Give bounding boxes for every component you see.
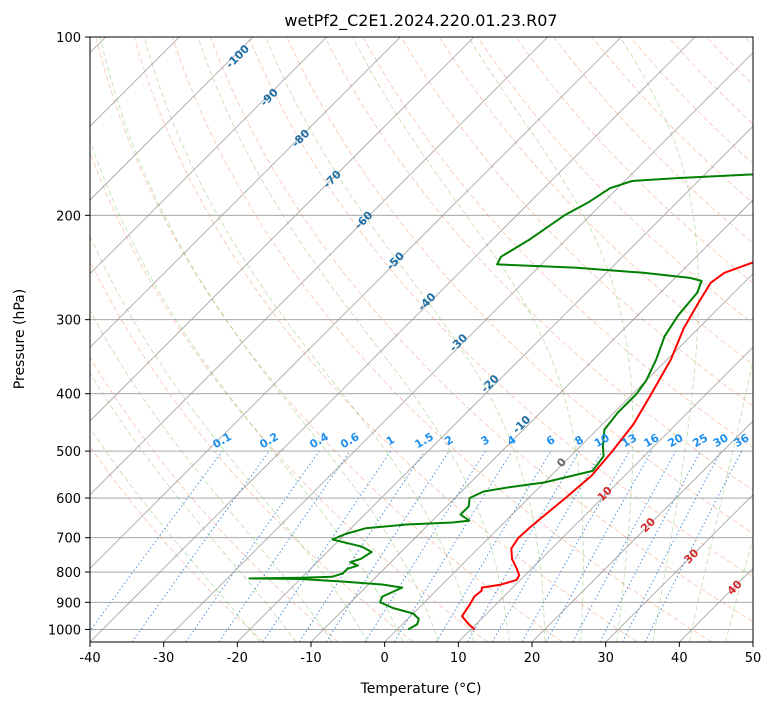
dry-adiabat: [400, 37, 753, 407]
dry-adiabat: [171, 37, 712, 642]
isotherm: [163, 52, 753, 642]
moist-adiabat: [90, 372, 297, 642]
mixing-ratio-line: [90, 450, 223, 632]
dry-adiabat: [515, 37, 753, 284]
isotherm: [90, 37, 475, 422]
dry-adiabat: [90, 150, 488, 642]
x-tick-label: -30: [153, 651, 174, 666]
y-axis-ticks: 100 200 300 400 500 600 700 800 900 1000: [48, 31, 90, 638]
moist-adiabat: [99, 37, 439, 642]
y-tick-label: 800: [56, 566, 81, 581]
x-tick-label: 50: [745, 651, 762, 666]
isotherm: [531, 420, 753, 642]
plot-frame: [89, 36, 754, 643]
moist-adiabat: [197, 37, 510, 642]
y-tick-label: 600: [56, 492, 81, 507]
mixing-ratio-line: [545, 450, 653, 642]
mixing-ratio-line: [644, 450, 743, 642]
x-axis-ticks: -40 -30 -20 -10 0 10 20 30 40 50: [79, 642, 761, 666]
isotherm: [384, 273, 753, 642]
mixing-ratio-line: [218, 450, 351, 642]
isotherm: [90, 37, 622, 569]
mixing-ratio-line: [325, 450, 450, 642]
isotherm: [90, 37, 548, 496]
moist-adiabat: [265, 37, 546, 642]
isotherm: [90, 37, 254, 201]
isotherm: [310, 199, 753, 642]
dry-adiabat: [90, 445, 264, 642]
y-tick-label: 300: [56, 314, 81, 329]
dry-adiabat: [133, 37, 638, 642]
isotherm: [458, 346, 753, 642]
isotherm: [90, 37, 696, 642]
dewpoint-line: [248, 173, 753, 631]
mixing-ratio-line: [131, 450, 270, 642]
mixing-ratio-line: [262, 450, 392, 642]
moist-adiabat: [688, 358, 753, 642]
x-tick-label: 40: [671, 651, 688, 666]
x-tick-label: 10: [450, 651, 467, 666]
moist-adiabat: [90, 235, 369, 642]
x-tick-label: 20: [524, 651, 541, 666]
dry-adiabat: [439, 37, 753, 365]
x-tick-label: 30: [597, 651, 614, 666]
x-tick-label: -20: [227, 651, 248, 666]
isotherm: [605, 494, 753, 642]
mixing-ratio-line: [521, 450, 630, 642]
temperature-line: [461, 261, 753, 631]
moist-adiabat: [90, 427, 261, 642]
mixing-ratio-line: [298, 450, 425, 642]
chart-title: wetPf2_C2E1.2024.220.01.23.R07: [284, 11, 557, 31]
y-tick-label: 400: [56, 388, 81, 403]
moist-adiabat: [725, 536, 753, 642]
moist-adiabat: [352, 37, 584, 642]
y-tick-label: 1000: [48, 623, 81, 638]
x-tick-label: -10: [300, 651, 321, 666]
x-axis-label: Temperature (°C): [360, 681, 482, 697]
moist-adiabat: [90, 309, 333, 642]
pressure-gridlines: [90, 37, 753, 630]
y-tick-label: 900: [56, 596, 81, 611]
mixing-ratio-line: [572, 450, 677, 642]
y-tick-label: 200: [56, 209, 81, 224]
dry-adiabat: [210, 37, 753, 623]
isotherm: [90, 37, 327, 275]
dry-adiabat: [324, 37, 753, 491]
y-tick-label: 500: [56, 445, 81, 460]
background-lines: [90, 37, 753, 642]
y-tick-label: 700: [56, 532, 81, 547]
y-axis-label: Pressure (hPa): [12, 289, 28, 389]
mixing-ratio-line: [393, 450, 513, 642]
moist-adiabat: [619, 37, 699, 642]
moist-adiabat: [90, 138, 404, 642]
mixing-ratio-line: [185, 450, 320, 642]
isotherm: [90, 37, 401, 348]
moist-adiabat: [143, 37, 475, 642]
x-tick-label: 0: [381, 651, 389, 666]
dry-adiabat: [95, 37, 563, 642]
x-tick-label: -40: [79, 651, 100, 666]
profile-lines: [248, 173, 753, 631]
dry-adiabat: [90, 356, 339, 642]
dry-adiabat: [248, 37, 753, 578]
y-tick-label: 100: [56, 31, 81, 46]
